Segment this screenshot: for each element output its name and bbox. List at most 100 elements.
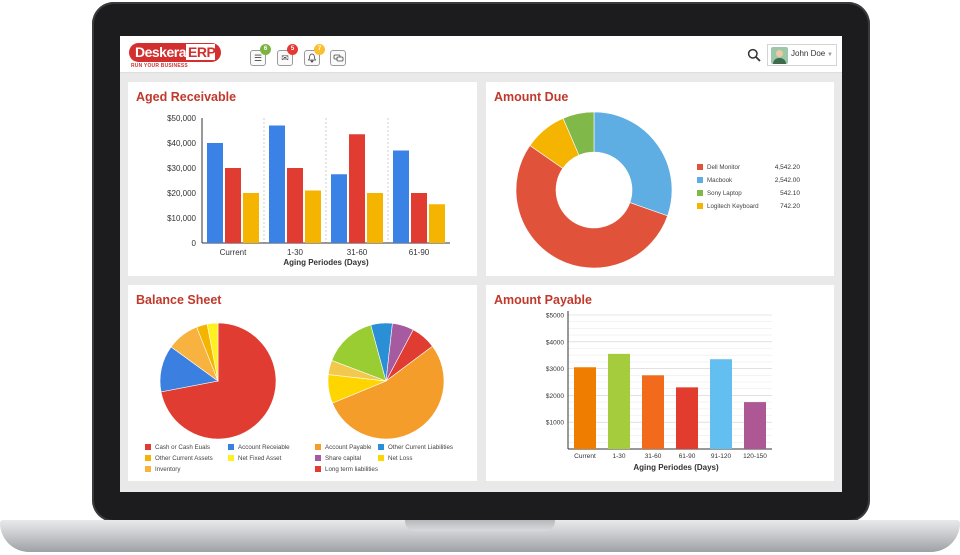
legend-value: 742.20 — [780, 203, 800, 210]
x-tick-label: Current — [574, 453, 596, 460]
bar — [367, 193, 383, 243]
bar — [429, 204, 445, 243]
legend-swatch — [697, 177, 703, 183]
legend-label: Share capital — [325, 455, 362, 462]
legend-swatch — [145, 444, 151, 450]
bar — [207, 143, 223, 243]
mail-badge: 5 — [287, 44, 298, 55]
legend-label: Net Fixed Asset — [238, 455, 282, 462]
bar — [710, 359, 732, 449]
notifications-button[interactable]: 7 — [304, 44, 325, 66]
bell-icon — [307, 53, 317, 63]
y-tick-label: 0 — [192, 239, 197, 248]
y-tick-label: $10,000 — [167, 214, 196, 223]
user-menu[interactable]: John Doe ▼ — [767, 44, 837, 66]
bar — [642, 375, 664, 449]
x-tick-label: 1-30 — [612, 453, 625, 460]
legend-item: Other Current Assets — [145, 455, 213, 463]
legend-label: Account Receiable — [238, 444, 290, 451]
legend-item: Account Payable — [315, 444, 371, 452]
legend-label: Cash or Cash Euals — [155, 444, 211, 451]
y-tick-label: $5000 — [546, 313, 564, 320]
bar — [676, 387, 698, 449]
logo-wordmark: Deskera ERP — [129, 43, 222, 62]
top-bar: Deskera ERP RUN YOUR BUSINESS ☰ 6 ✉ 5 7 — [120, 36, 842, 73]
legend-label: Sony Laptop — [707, 190, 742, 197]
bar — [349, 134, 365, 243]
legend-swatch — [315, 466, 321, 472]
legend-swatch — [145, 455, 151, 461]
x-tick-label: 120-150 — [743, 453, 767, 460]
x-tick-label: 61-90 — [679, 453, 696, 460]
notifications-badge: 7 — [314, 44, 325, 55]
legend-item: Share capital — [315, 455, 361, 463]
legend-item: Long term liabilities — [315, 466, 378, 474]
pie-slice — [385, 323, 414, 382]
legend-item: Cash or Cash Euals — [145, 444, 210, 452]
app-screen: Deskera ERP RUN YOUR BUSINESS ☰ 6 ✉ 5 7 — [120, 36, 842, 492]
y-tick-label: $50,000 — [167, 114, 196, 123]
bar — [225, 168, 241, 243]
legend-swatch — [315, 444, 321, 450]
panel-title: Balance Sheet — [136, 293, 222, 307]
x-axis-label: Aging Periodes (Days) — [283, 258, 369, 267]
pie-slice — [331, 324, 387, 382]
y-tick-label: $3000 — [546, 366, 564, 373]
legend-item: Inventory — [145, 466, 180, 474]
aged-receivable-chart: 0 $10,000 $20,000 $30,000 $40,000 $50,000 Curr… — [167, 114, 450, 267]
x-tick-label: 61-90 — [409, 248, 430, 257]
deskera-logo[interactable]: Deskera ERP RUN YOUR BUSINESS — [129, 43, 222, 70]
legend-swatch — [697, 203, 703, 209]
y-tick-label: $40,000 — [167, 139, 196, 148]
bar — [331, 174, 347, 243]
x-tick-label: Current — [220, 248, 247, 257]
legend-value: 4,542.20 — [774, 164, 800, 171]
pie-slice — [593, 111, 673, 217]
mail-icon: ✉ — [281, 53, 289, 63]
amount-payable-chart: $1000 $2000 $3000 $4000 $5000 Current 1-30 31-6… — [546, 311, 772, 472]
user-name: John Doe — [791, 49, 826, 58]
amount-due-panel: Amount Due Dell Monitor 4,542.20 Macbook 2,… — [486, 82, 834, 276]
y-tick-label: $4000 — [546, 339, 564, 346]
balance-sheet-panel: Balance Sheet Cash or Cash Euals Account … — [128, 285, 477, 481]
tasks-button[interactable]: ☰ 6 — [250, 44, 271, 66]
legend-swatch — [228, 455, 234, 461]
x-tick-label: 31-60 — [645, 453, 662, 460]
bar — [744, 402, 766, 449]
panel-title: Aged Receivable — [136, 90, 237, 104]
legend-label: Account Payable — [325, 444, 372, 451]
bar — [305, 190, 321, 243]
bar — [574, 367, 596, 449]
logo-tagline: RUN YOUR BUSINESS — [131, 63, 188, 69]
legend-label: Macbook — [707, 177, 733, 184]
legend-swatch — [697, 190, 703, 196]
legend-label: Dell Monitor — [707, 164, 741, 171]
pie-slice — [331, 345, 445, 440]
legend-label: Other Current Assets — [155, 455, 213, 462]
y-tick-label: $1000 — [546, 420, 564, 427]
panel-title: Amount Payable — [494, 293, 592, 307]
amount-due-chart — [515, 111, 673, 269]
bar — [269, 125, 285, 243]
legend-label: Other Current Liabilities — [388, 444, 453, 451]
mail-button[interactable]: ✉ 5 — [277, 44, 298, 66]
legend-label: Inventory — [155, 466, 181, 473]
legend-item: Macbook — [697, 177, 732, 185]
y-tick-label: $2000 — [546, 393, 564, 400]
legend-label: Long term liabilities — [325, 466, 378, 473]
legend-item: Dell Monitor — [697, 164, 740, 172]
pie-slice — [515, 145, 668, 269]
x-tick-label: 91-120 — [711, 453, 732, 460]
chat-button[interactable] — [330, 50, 346, 66]
aged-receivable-panel: Aged Receivable 0 $10,000 $20,000 $30,000 $4… — [128, 82, 477, 276]
legend-swatch — [315, 455, 321, 461]
legend-label: Logitech Keyboard — [707, 203, 759, 210]
laptop-notch — [405, 520, 555, 531]
panel-title: Amount Due — [494, 90, 569, 104]
bar — [608, 353, 630, 449]
search-icon[interactable] — [747, 48, 761, 62]
legend-swatch — [378, 455, 384, 461]
x-axis-label: Aging Periodes (Days) — [633, 463, 719, 472]
legend-item: Net Fixed Asset — [228, 455, 281, 463]
